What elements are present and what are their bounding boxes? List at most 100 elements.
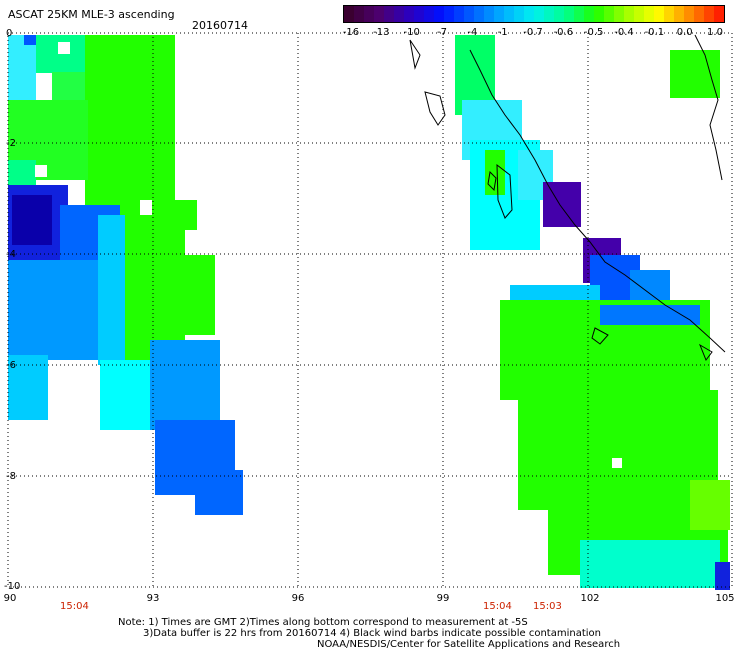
lon-label-99: 99 xyxy=(436,593,450,604)
color-scale-label: -0.5 xyxy=(583,27,604,38)
swath-cell xyxy=(8,355,48,420)
color-scale-cell xyxy=(424,6,434,22)
lat-label-10: -10 xyxy=(4,581,21,592)
swath-cell xyxy=(35,165,47,177)
swath-left xyxy=(8,35,243,515)
color-scale-cell xyxy=(454,6,464,22)
color-scale-cell xyxy=(674,6,684,22)
color-scale-label: -13 xyxy=(373,27,390,38)
swath-cell xyxy=(543,182,581,227)
color-scale-cell xyxy=(694,6,704,22)
coastline-peninsula xyxy=(694,34,723,181)
coastline-island xyxy=(496,163,513,219)
color-scale-label: -10 xyxy=(403,27,420,38)
color-scale-cell xyxy=(654,6,664,22)
color-scale-cell xyxy=(524,6,534,22)
swath-cell xyxy=(518,390,718,510)
color-scale-cell xyxy=(374,6,384,22)
time-label: 15:04 xyxy=(483,601,512,612)
color-scale-cell xyxy=(394,6,404,22)
swath-cell xyxy=(155,200,197,230)
color-scale-cell xyxy=(564,6,574,22)
lat-label-6: -6 xyxy=(6,360,16,371)
color-scale-label: -7 xyxy=(437,27,447,38)
map-border xyxy=(7,32,733,588)
swath-cell xyxy=(100,360,150,430)
map-date: 20160714 xyxy=(192,19,248,32)
color-scale-cell xyxy=(634,6,644,22)
color-scale-cell xyxy=(544,6,554,22)
lon-label-105: 105 xyxy=(715,593,735,604)
time-label: 15:03 xyxy=(533,601,562,612)
color-scale-cell xyxy=(444,6,454,22)
color-scale-cell xyxy=(414,6,424,22)
color-scale-cell xyxy=(474,6,484,22)
swath-cell xyxy=(670,50,720,98)
color-scale-cell xyxy=(534,6,544,22)
coastline-island xyxy=(487,170,497,192)
swath-cell xyxy=(150,340,220,430)
color-scale-bar xyxy=(343,5,725,23)
note-line-2: 3)Data buffer is 22 hrs from 20160714 4)… xyxy=(143,628,601,639)
note-line-1: Note: 1) Times are GMT 2)Times along bot… xyxy=(118,617,528,628)
grid xyxy=(8,33,732,587)
color-scale-label: 0.0 xyxy=(676,27,693,38)
color-scale-cell xyxy=(684,6,694,22)
color-scale-cell xyxy=(574,6,584,22)
color-scale-cell xyxy=(344,6,354,22)
swath-cell xyxy=(195,470,243,515)
lon-label-96: 96 xyxy=(291,593,305,604)
swath-cell xyxy=(175,255,215,335)
color-scale-cell xyxy=(704,6,714,22)
coastline-island xyxy=(409,39,421,70)
coastline-island xyxy=(698,343,713,362)
swath-cell xyxy=(24,35,36,45)
time-label: 15:04 xyxy=(60,601,89,612)
color-scale-cell xyxy=(504,6,514,22)
swath-cell xyxy=(690,480,730,530)
swath-cell xyxy=(580,540,720,588)
lat-label-8: -8 xyxy=(6,471,16,482)
swath-cell xyxy=(52,72,86,102)
color-scale-cell xyxy=(594,6,604,22)
lat-label-4: -4 xyxy=(6,249,16,260)
swath-cell xyxy=(612,458,622,468)
swath-cell xyxy=(140,200,152,215)
swath-cell xyxy=(12,195,52,245)
color-scale-label: -0.6 xyxy=(553,27,574,38)
color-scale-label: -16 xyxy=(342,27,360,38)
coastline-island xyxy=(424,91,446,126)
color-scale-cell xyxy=(494,6,504,22)
color-scale-cell xyxy=(624,6,634,22)
coastline-sumatra xyxy=(469,49,726,353)
color-scale-cell xyxy=(714,6,724,22)
color-scale-cell xyxy=(464,6,474,22)
swath-cell xyxy=(715,562,730,590)
color-scale-cell xyxy=(604,6,614,22)
lon-label-93: 93 xyxy=(146,593,160,604)
color-scale-cell xyxy=(404,6,414,22)
color-scale-cell xyxy=(354,6,364,22)
color-scale-cell xyxy=(484,6,494,22)
lat-label-2: -2 xyxy=(6,138,16,149)
swath-cell xyxy=(58,42,70,54)
color-scale-cell xyxy=(384,6,394,22)
swath-cell xyxy=(600,305,700,325)
color-scale-cell xyxy=(514,6,524,22)
color-scale-label: -0.4 xyxy=(614,27,634,38)
swath-right-lower xyxy=(500,238,730,590)
coastlines xyxy=(409,34,726,362)
lon-label-102: 102 xyxy=(580,593,600,604)
lon-label-90: 90 xyxy=(3,593,17,604)
color-scale-label: 1.0 xyxy=(707,27,723,38)
color-scale-cell xyxy=(434,6,444,22)
color-scale-cell xyxy=(644,6,654,22)
color-scale-label: -1 xyxy=(497,27,508,38)
swath-cell xyxy=(8,260,98,360)
coastline-island xyxy=(591,327,609,345)
color-scale-cell xyxy=(664,6,674,22)
color-scale-label: -0.7 xyxy=(523,27,543,38)
swath-cell xyxy=(8,160,36,188)
